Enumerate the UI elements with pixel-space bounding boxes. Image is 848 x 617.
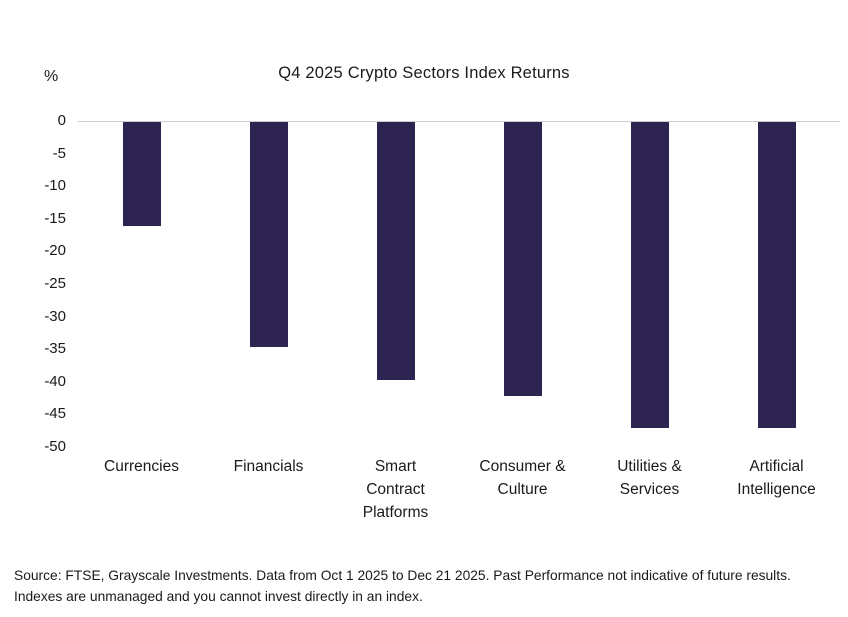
y-tick-label: -10 [44, 177, 66, 195]
category-label: Consumer & Culture [479, 458, 566, 498]
y-tick-label: -50 [44, 438, 66, 455]
y-tick-label: -15 [44, 209, 66, 227]
category-label-column: Artificial Intelligence [713, 455, 840, 524]
category-label-column: Utilities & Services [586, 455, 713, 524]
y-axis: 0 -5 -10 -15 -20 -25 -30 -35 -40 -45 -50 [0, 112, 66, 455]
category-label-column: Financials [205, 455, 332, 524]
bar-column [332, 122, 459, 448]
bar-column [78, 122, 205, 448]
bar [630, 122, 669, 429]
category-label: Artificial Intelligence [737, 458, 816, 498]
bar [376, 122, 415, 380]
bar-column [713, 122, 840, 448]
bar [122, 122, 161, 227]
y-axis-unit-label: % [44, 68, 59, 85]
y-tick-label: -25 [44, 275, 66, 292]
source-text: Source: FTSE, Grayscale Investments. Dat… [14, 568, 791, 604]
y-tick-label: -30 [44, 307, 66, 325]
y-tick-label: -20 [44, 242, 66, 260]
bar-column [586, 122, 713, 448]
chart-title: Q4 2025 Crypto Sectors Index Returns [278, 64, 570, 82]
y-tick-label: -35 [44, 340, 66, 358]
category-label: Smart Contract Platforms [362, 458, 429, 521]
category-label-column: Consumer & Culture [459, 455, 586, 524]
bar-column [459, 122, 586, 448]
category-label-column: Currencies [78, 455, 205, 524]
y-tick-label: -45 [44, 405, 66, 423]
y-tick-label: 0 [57, 112, 66, 129]
bar [503, 122, 542, 396]
y-tick-label: -5 [52, 144, 66, 162]
bar [757, 122, 796, 429]
x-axis-labels: Currencies Financials Smart Contract Platf… [78, 455, 840, 524]
plot-area [78, 121, 840, 448]
bar [249, 122, 288, 347]
bar-column [205, 122, 332, 448]
category-label: Currencies [104, 458, 179, 475]
category-label: Utilities & Services [617, 458, 682, 498]
category-label: Financials [233, 458, 304, 475]
category-label-column: Smart Contract Platforms [332, 455, 459, 524]
y-tick-label: -40 [44, 372, 66, 390]
